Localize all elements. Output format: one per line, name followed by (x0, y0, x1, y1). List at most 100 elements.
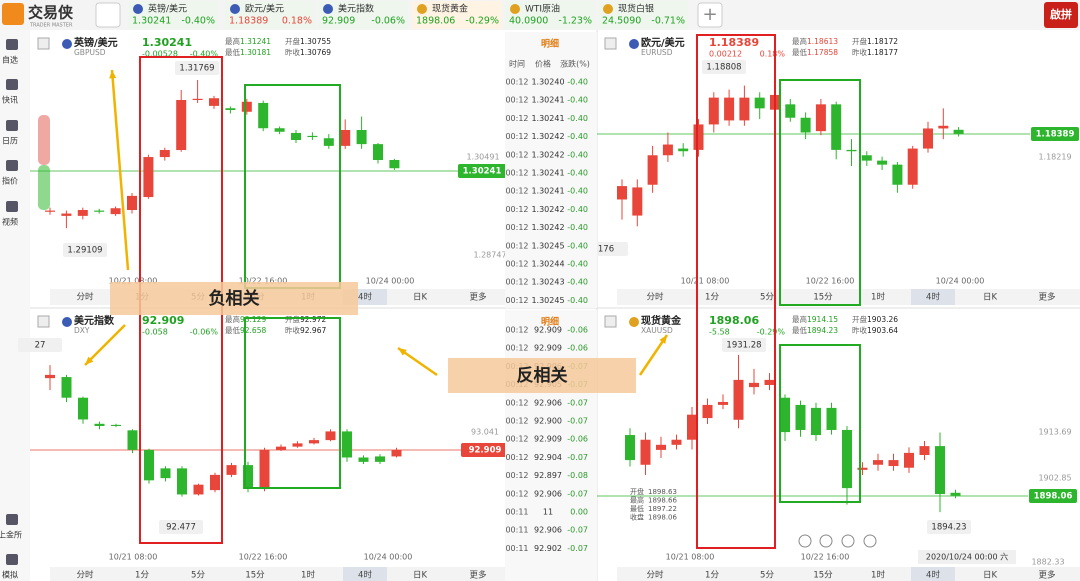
candle-body (159, 150, 170, 158)
tab[interactable] (318, 1, 408, 29)
add-tab-button[interactable] (697, 2, 723, 28)
period-button[interactable]: 15分 (813, 293, 833, 303)
period-button[interactable]: 1时 (871, 570, 885, 581)
period-button[interactable]: 日K (413, 571, 428, 581)
time-label: 10/21 08:00 (681, 277, 730, 286)
period-button[interactable]: 日K (983, 293, 998, 303)
playback-button[interactable] (798, 534, 812, 548)
playback-button[interactable] (819, 534, 833, 548)
tab[interactable] (412, 1, 502, 29)
price-tag (1031, 127, 1079, 141)
tab-name: 英镑/美元 (148, 3, 187, 15)
candle-body (800, 117, 811, 133)
sidebar-icon[interactable] (6, 39, 18, 50)
detail-price: 92.909 (534, 344, 562, 353)
candle-body (632, 187, 643, 216)
highlight-box (779, 344, 861, 503)
period-button[interactable]: 更多 (469, 292, 487, 303)
grid-button[interactable] (95, 2, 121, 28)
candle-body (861, 155, 872, 161)
tab[interactable] (505, 1, 595, 29)
annotation-label: 反相关 (517, 365, 568, 386)
close-button[interactable] (604, 315, 617, 328)
time-label: 10/22 16:00 (806, 277, 855, 286)
tab-price: 1.18389 (229, 16, 268, 27)
sidebar-icon[interactable] (6, 201, 18, 212)
candle-body (625, 435, 635, 461)
candle-body (892, 164, 903, 185)
sidebar-icon[interactable] (6, 514, 18, 525)
period-button[interactable]: 15分 (813, 571, 833, 581)
candle-body (209, 98, 219, 106)
ohlc-label: 收盘 (630, 513, 644, 522)
period-button[interactable]: 分时 (646, 292, 664, 303)
candle-body (904, 452, 914, 468)
period-button[interactable]: 4时 (358, 292, 372, 303)
detail-change: -0.40 (567, 114, 588, 123)
sidebar-icon[interactable] (6, 554, 18, 565)
period-active (911, 289, 955, 305)
period-button[interactable]: 15分 (245, 571, 265, 581)
period-button[interactable]: 4时 (358, 570, 372, 581)
period-button[interactable]: 分时 (646, 570, 664, 581)
candle-body (907, 148, 918, 185)
period-button[interactable]: 日K (413, 293, 428, 303)
stat-label: 开盘 (285, 36, 300, 46)
candle-body (110, 208, 121, 215)
instrument-code: DXY (74, 326, 90, 335)
detail-price: 92.909 (534, 326, 562, 335)
tab[interactable] (128, 1, 218, 29)
playback-button[interactable] (841, 534, 855, 548)
candle-body (857, 467, 868, 470)
axis-label: 93.041 (471, 428, 499, 437)
candle-body (935, 446, 945, 495)
period-button[interactable]: 更多 (1038, 292, 1056, 303)
period-button[interactable]: 1时 (301, 570, 315, 581)
period-button[interactable]: 5分 (760, 293, 774, 303)
stat-label: 最高 (792, 36, 807, 46)
period-button[interactable]: 5分 (760, 571, 774, 581)
tab[interactable] (225, 1, 315, 29)
candle-body (702, 404, 713, 419)
price-tag (461, 443, 509, 457)
candle-body (127, 430, 138, 450)
close-button[interactable] (37, 37, 50, 50)
badge (1044, 2, 1078, 28)
tab[interactable] (598, 1, 688, 29)
period-button[interactable]: 日K (983, 571, 998, 581)
marker-box (159, 520, 203, 534)
stat-value: 1903.26 (867, 315, 898, 324)
candle-body (873, 460, 883, 465)
sidebar-icon[interactable] (6, 120, 18, 131)
stat-value: 1.30769 (300, 48, 331, 57)
period-button[interactable]: 分时 (76, 292, 94, 303)
detail-time: 00:12 (505, 114, 528, 123)
candle-body (888, 460, 899, 467)
period-button[interactable]: 4时 (926, 570, 940, 581)
period-button[interactable]: 1分 (135, 571, 149, 581)
playback-button[interactable] (863, 534, 877, 548)
detail-change: -0.07 (567, 398, 588, 407)
period-button[interactable]: 1分 (705, 571, 719, 581)
price-tag (1029, 489, 1077, 503)
candle-body (656, 444, 666, 450)
time-label: 10/22 16:00 (239, 553, 288, 562)
period-button[interactable]: 4时 (926, 292, 940, 303)
candle-body (724, 97, 735, 121)
badge-text: 啟拼 (1050, 7, 1072, 21)
period-button[interactable]: 更多 (469, 570, 487, 581)
candle-body (276, 446, 286, 450)
candle-body (61, 377, 72, 398)
period-button[interactable]: 1分 (705, 293, 719, 303)
period-button[interactable]: 5分 (191, 571, 205, 581)
candle-body (687, 414, 697, 440)
close-button[interactable] (604, 37, 617, 50)
period-button[interactable]: 分时 (76, 570, 94, 581)
period-button[interactable]: 更多 (1038, 570, 1056, 581)
sidebar-icon[interactable] (6, 160, 18, 171)
sidebar-icon[interactable] (6, 79, 18, 90)
close-button[interactable] (37, 315, 50, 328)
tab-flag (510, 4, 520, 14)
period-button[interactable]: 1时 (871, 292, 885, 303)
candle-body (45, 210, 55, 212)
